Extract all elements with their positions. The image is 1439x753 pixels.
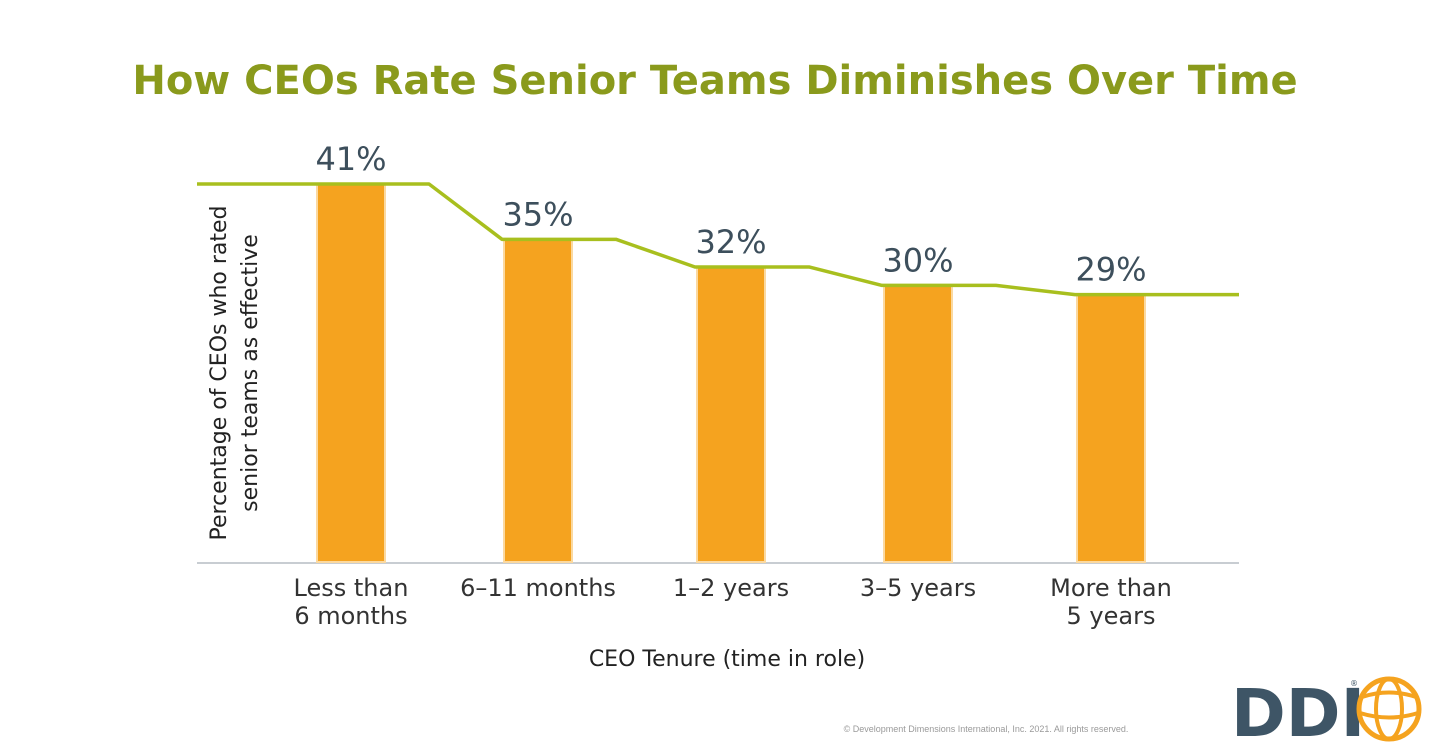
value-label: 35% (502, 195, 573, 233)
bar (1076, 293, 1146, 563)
x-tick-label: 1–2 years (673, 574, 789, 602)
value-labels: 41% 35% 32% 30% 29% (315, 140, 1146, 289)
bar (696, 265, 766, 563)
value-label: 41% (315, 140, 386, 178)
chart-title: How CEOs Rate Senior Teams Diminishes Ov… (132, 58, 1297, 104)
y-axis-label: Percentage of CEOs who rated senior teams… (207, 205, 263, 540)
x-tick-label: 3–5 years (860, 574, 976, 602)
x-tick-label: Less than 6 months (294, 574, 409, 630)
value-label: 29% (1075, 251, 1146, 289)
ddi-logo: DDI ® (1231, 675, 1422, 752)
value-label: 32% (695, 223, 766, 261)
y-axis-label-line: senior teams as effective (238, 234, 263, 512)
x-tick-label: 6–11 months (460, 574, 616, 602)
trend-line (197, 182, 1239, 297)
bar (316, 183, 386, 563)
bar (503, 238, 573, 563)
x-axis-label: CEO Tenure (time in role) (589, 647, 865, 672)
logo-text: DDI (1231, 675, 1365, 752)
y-axis-label-line: Percentage of CEOs who rated (207, 205, 232, 540)
globe-icon (1356, 676, 1422, 742)
x-tick-label: More than 5 years (1050, 574, 1172, 630)
bars (316, 183, 1146, 563)
bar (883, 284, 953, 563)
value-label: 30% (882, 241, 953, 279)
x-tick-labels: Less than 6 months 6–11 months 1–2 years 3–5… (294, 574, 1172, 630)
logo-registered-mark: ® (1350, 679, 1358, 688)
copyright-text: © Development Dimensions International, … (844, 724, 1129, 734)
